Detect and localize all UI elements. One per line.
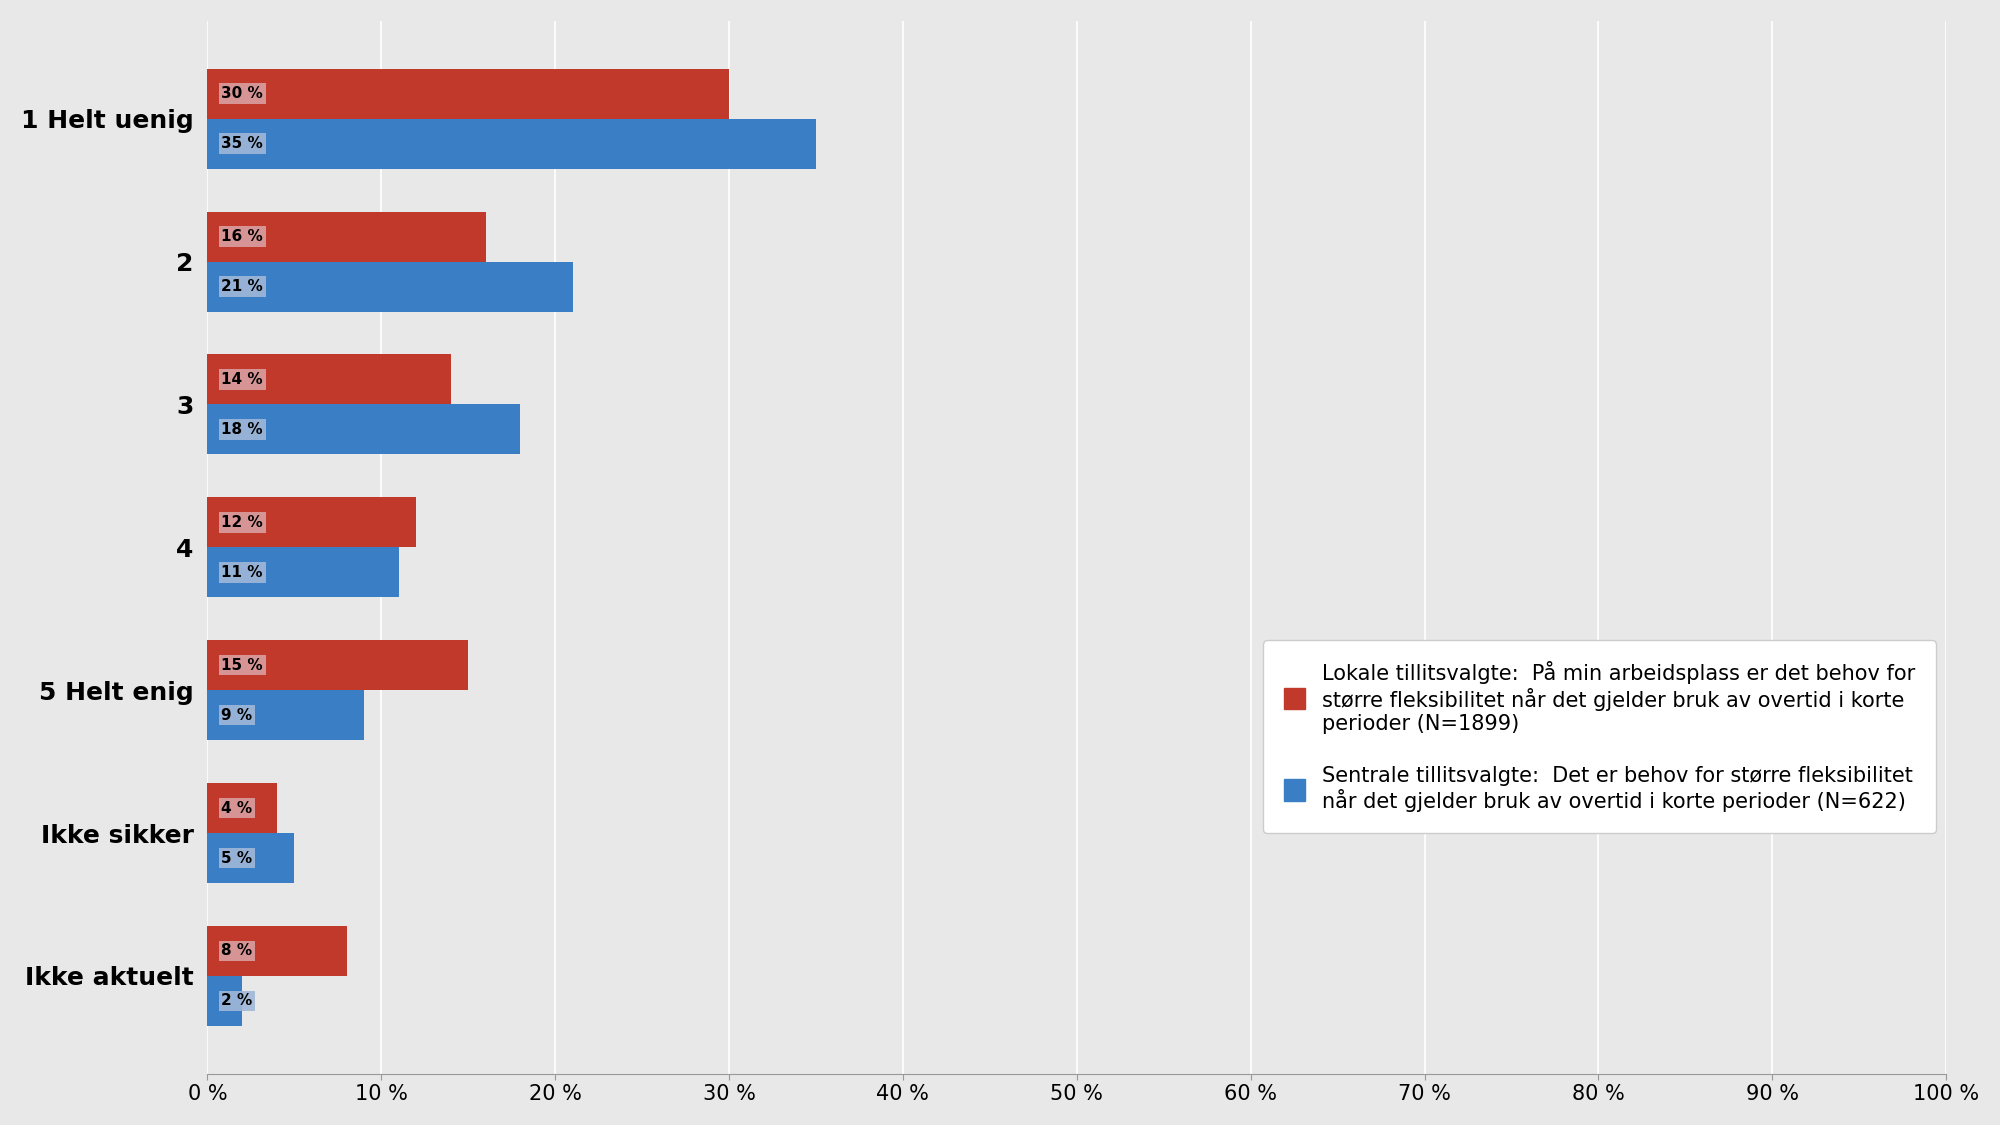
- Text: 35 %: 35 %: [222, 136, 264, 151]
- Text: 14 %: 14 %: [222, 372, 264, 387]
- Bar: [208, 547, 398, 597]
- Bar: [208, 783, 278, 832]
- Bar: [208, 354, 450, 404]
- Bar: [208, 212, 486, 261]
- Bar: [208, 404, 520, 455]
- Legend: Lokale tillitsvalgte:  På min arbeidsplass er det behov for
større fleksibilitet: Lokale tillitsvalgte: På min arbeidsplas…: [1264, 640, 1936, 834]
- Text: 11 %: 11 %: [222, 565, 262, 579]
- Text: 9 %: 9 %: [222, 708, 252, 722]
- Text: 4 %: 4 %: [222, 801, 252, 816]
- Text: 8 %: 8 %: [222, 944, 252, 958]
- Text: 15 %: 15 %: [222, 658, 264, 673]
- Bar: [208, 119, 816, 169]
- Bar: [208, 926, 346, 975]
- Bar: [208, 261, 572, 312]
- Text: 12 %: 12 %: [222, 515, 264, 530]
- Bar: [208, 690, 364, 740]
- Text: 2 %: 2 %: [222, 993, 252, 1008]
- Text: 5 %: 5 %: [222, 850, 252, 865]
- Text: 30 %: 30 %: [222, 87, 264, 101]
- Bar: [208, 497, 416, 547]
- Text: 21 %: 21 %: [222, 279, 264, 294]
- Text: 16 %: 16 %: [222, 229, 264, 244]
- Text: 18 %: 18 %: [222, 422, 264, 436]
- Bar: [208, 640, 468, 690]
- Bar: [208, 832, 294, 883]
- Bar: [208, 69, 730, 119]
- Bar: [208, 975, 242, 1026]
